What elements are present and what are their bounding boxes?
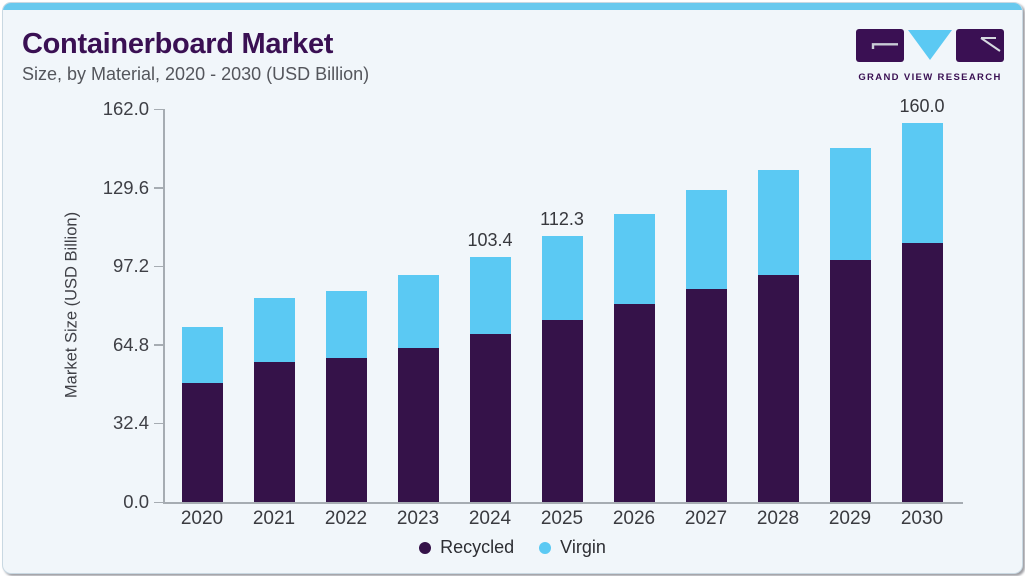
bar-2021 — [253, 297, 295, 502]
chart-header: Containerboard Market Size, by Material,… — [22, 27, 369, 85]
legend-item-virgin: Virgin — [539, 537, 606, 558]
bar-2027 — [685, 190, 727, 502]
top-accent-bar — [3, 3, 1022, 10]
x-tick-label: 2024 — [468, 508, 512, 529]
x-tick-label: 2026 — [612, 508, 656, 529]
bar-value-label: 160.0 — [899, 95, 945, 116]
bar-segment-virgin — [253, 297, 295, 362]
legend-item-recycled: Recycled — [419, 537, 514, 558]
y-tick-label: 162.0 — [102, 98, 149, 119]
chart-title: Containerboard Market — [22, 28, 334, 60]
bar-2030 — [901, 122, 943, 502]
legend-swatch-icon — [419, 541, 432, 554]
bar-segment-virgin — [829, 148, 871, 261]
x-tick-label: 2027 — [684, 508, 728, 529]
bar-segment-virgin — [181, 327, 223, 384]
bar-segment-virgin — [397, 274, 439, 348]
bar-value-label: 103.4 — [467, 229, 513, 250]
y-tick-mark — [154, 422, 163, 425]
x-tick-label: 2028 — [756, 508, 800, 529]
bar-segment-recycled — [541, 320, 583, 502]
bar-segment-recycled — [325, 358, 367, 502]
bar-2025 — [541, 235, 583, 502]
bar-2029 — [829, 148, 871, 502]
y-tick-label: 0.0 — [123, 491, 149, 512]
y-tick-label: 64.8 — [112, 333, 149, 355]
bar-segment-virgin — [757, 169, 799, 275]
bar-segment-virgin — [325, 291, 367, 359]
bar-2020 — [181, 327, 223, 502]
bar-segment-virgin — [685, 190, 727, 289]
x-tick-label: 2022 — [324, 508, 368, 529]
bar-segment-recycled — [253, 361, 295, 502]
bar-segment-virgin — [901, 122, 943, 243]
x-tick-label: 2030 — [900, 508, 944, 529]
x-tick-label: 2020 — [180, 508, 224, 529]
bar-segment-virgin — [613, 214, 655, 305]
bar-segment-recycled — [829, 260, 871, 502]
bar-segment-recycled — [901, 242, 943, 502]
y-tick-mark — [154, 187, 163, 189]
x-axis-line — [163, 502, 963, 504]
bar-segment-recycled — [613, 304, 655, 502]
bar-2022 — [325, 291, 367, 502]
bar-value-label: 112.3 — [540, 208, 584, 229]
gvr-logo: GRAND VIEW RESEARCH — [856, 29, 1004, 83]
bar-segment-recycled — [469, 334, 511, 502]
y-tick-label: 129.6 — [102, 176, 149, 198]
legend-item-label: Recycled — [440, 537, 515, 557]
x-tick-label: 2025 — [540, 508, 584, 529]
y-axis-title: Market Size (USD Billion) — [62, 211, 81, 399]
legend-item-label: Virgin — [560, 537, 606, 557]
y-tick-mark — [154, 501, 163, 503]
bar-segment-recycled — [757, 274, 799, 502]
logo-text: GRAND VIEW RESEARCH — [858, 72, 1002, 83]
x-tick-label: 2023 — [396, 508, 440, 529]
chart-legend: Recycled Virgin — [3, 537, 1022, 558]
y-tick-label: 97.2 — [112, 255, 149, 277]
y-tick-mark — [154, 108, 163, 110]
bar-segment-recycled — [397, 347, 439, 502]
y-axis-line — [163, 109, 165, 504]
y-tick-label: 32.4 — [112, 412, 149, 434]
bar-2026 — [613, 214, 655, 502]
legend-swatch-icon — [539, 541, 552, 554]
bar-2023 — [397, 274, 439, 502]
x-tick-label: 2021 — [252, 508, 296, 529]
chart-subtitle: Size, by Material, 2020 - 2030 (USD Bill… — [22, 64, 370, 84]
bar-segment-virgin — [541, 235, 583, 321]
y-tick-mark — [154, 344, 163, 346]
bar-segment-recycled — [685, 288, 727, 502]
bar-2024 — [469, 256, 511, 502]
bar-2028 — [757, 169, 799, 502]
bar-segment-recycled — [181, 383, 223, 502]
x-tick-label: 2029 — [828, 508, 872, 529]
gvr-logo-icon — [856, 29, 1004, 62]
bar-chart-plot: Market Size (USD Billion) 0.0 32.4 64.8 97.… — [3, 3, 1022, 573]
y-tick-mark — [154, 265, 163, 268]
bar-segment-virgin — [469, 256, 511, 335]
